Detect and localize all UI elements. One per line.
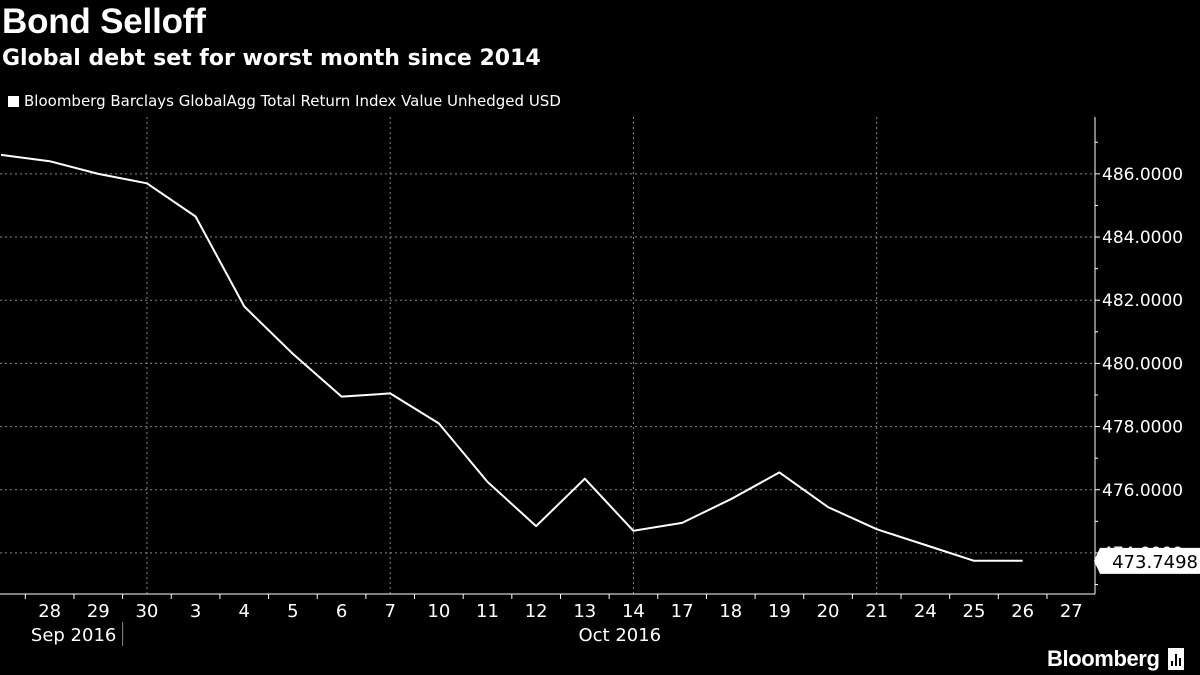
x-tick-label: 30	[135, 601, 158, 622]
x-tick-label: 20	[817, 601, 840, 622]
x-tick-label: 12	[525, 601, 548, 622]
x-tick-label: 19	[768, 601, 791, 622]
x-tick-label: 17	[671, 601, 694, 622]
chart-title: Bond Selloff	[2, 2, 206, 41]
x-tick-label: 4	[239, 601, 250, 622]
x-tick-label: 24	[914, 601, 937, 622]
y-tick-label: 482.0000	[1102, 291, 1183, 311]
x-tick-label: 14	[622, 601, 645, 622]
legend-label: Bloomberg Barclays GlobalAgg Total Retur…	[24, 92, 561, 110]
x-tick-label: 26	[1011, 601, 1034, 622]
x-tick-label: 27	[1060, 601, 1083, 622]
y-tick-label: 476.0000	[1102, 481, 1183, 501]
x-tick-label: 21	[865, 601, 888, 622]
legend: Bloomberg Barclays GlobalAgg Total Retur…	[8, 91, 561, 111]
x-month-label: Sep 2016	[31, 625, 116, 646]
chart-subtitle: Global debt set for worst month since 20…	[2, 46, 541, 71]
bloomberg-terminal-icon	[1167, 648, 1184, 670]
x-month-label: Oct 2016	[578, 625, 661, 646]
y-tick-label: 480.0000	[1102, 354, 1183, 374]
x-tick-label: 11	[476, 601, 499, 622]
x-tick-label: 13	[573, 601, 596, 622]
y-tick-label: 478.0000	[1102, 418, 1183, 438]
series-line	[0, 153, 1023, 562]
x-tick-label: 5	[287, 601, 298, 622]
bloomberg-logo: Bloomberg	[1047, 646, 1184, 672]
legend-swatch-icon	[8, 95, 19, 107]
y-tick-label: 484.0000	[1102, 228, 1183, 248]
brand-name: Bloomberg	[1047, 646, 1160, 671]
x-tick-label: 3	[190, 601, 201, 622]
last-value-label: 473.7498	[1112, 552, 1198, 573]
x-tick-label: 10	[427, 601, 450, 622]
x-tick-label: 7	[384, 601, 395, 622]
x-tick-label: 6	[336, 601, 347, 622]
y-tick-label: 486.0000	[1102, 165, 1183, 185]
x-tick-label: 18	[719, 601, 742, 622]
x-tick-label: 28	[38, 601, 61, 622]
last-value-callout	[1094, 547, 1200, 574]
x-tick-label: 25	[963, 601, 986, 622]
x-tick-label: 29	[87, 601, 110, 622]
